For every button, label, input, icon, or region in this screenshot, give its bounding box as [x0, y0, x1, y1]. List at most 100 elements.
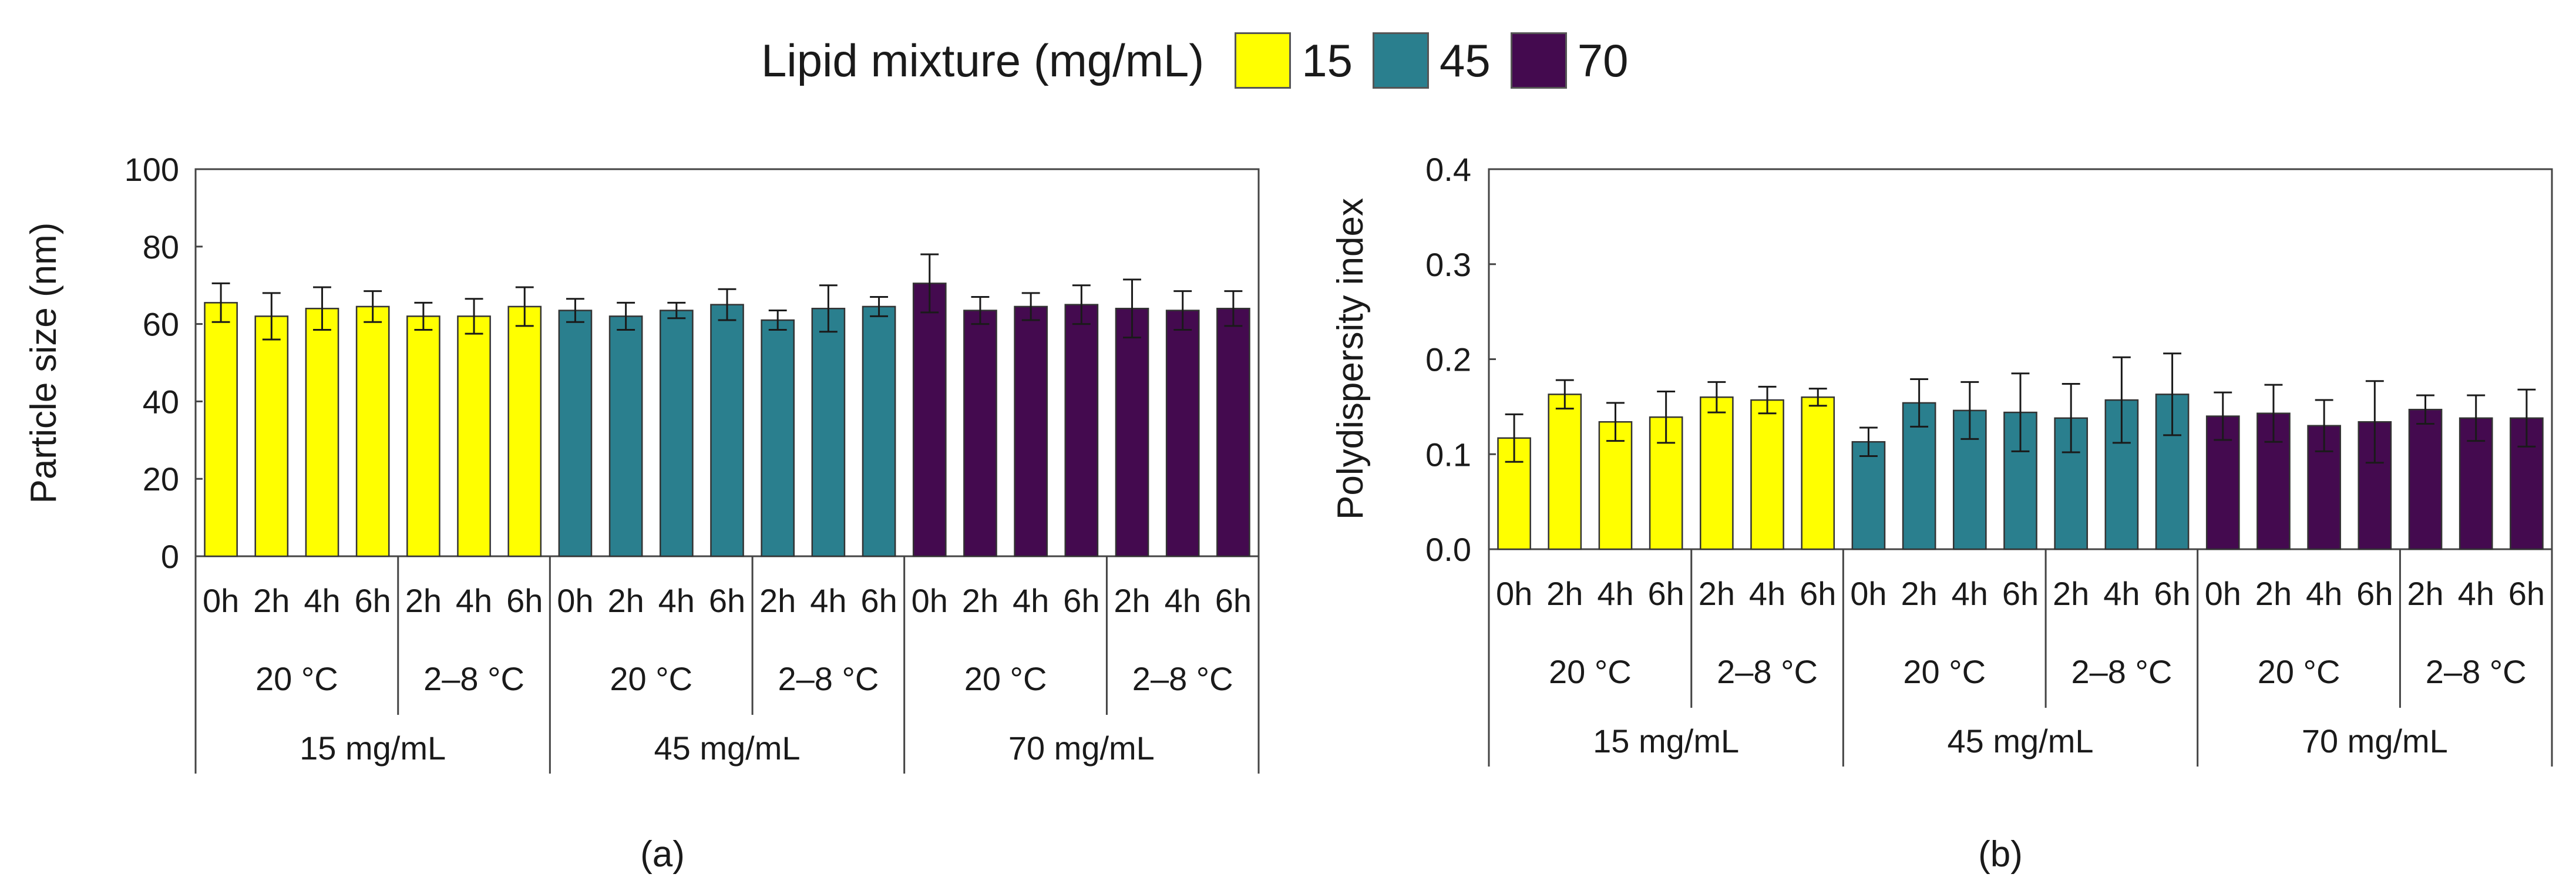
bar: [355, 305, 390, 557]
y-tick-label: 0.1: [1425, 436, 1471, 473]
panel-label: (a): [640, 834, 685, 875]
bar: [1851, 441, 1886, 550]
y-tick-label: 100: [125, 151, 179, 188]
x-tick-label: 2h: [1901, 575, 1937, 612]
bar: [1014, 305, 1048, 557]
bar: [204, 302, 238, 557]
bar: [710, 304, 744, 557]
x-tick-label: 4h: [456, 582, 492, 619]
y-tick-label: 80: [143, 228, 179, 265]
bar: [1064, 304, 1099, 557]
bar: [1216, 307, 1250, 557]
x-tick-label: 4h: [2103, 575, 2140, 612]
x-tick-label: 4h: [304, 582, 340, 619]
x-tick-label: 2h: [405, 582, 442, 619]
x-tick-label: 2h: [2407, 575, 2443, 612]
condition-label: 20 °C: [1549, 653, 1632, 690]
y-tick-label: 40: [143, 383, 179, 420]
x-tick-label: 0h: [1850, 575, 1886, 612]
x-tick-label: 2h: [759, 582, 796, 619]
x-tick-label: 4h: [2458, 575, 2494, 612]
group-label: 15 mg/mL: [1593, 722, 1739, 759]
legend-swatch-70: [1510, 32, 1567, 89]
x-tick-label: 4h: [1952, 575, 1988, 612]
legend: Lipid mixture (mg/mL) 15 45 70: [761, 28, 1648, 93]
x-tick-label: 6h: [1648, 575, 1684, 612]
panel-label: (b): [1978, 834, 2023, 875]
x-tick-label: 0h: [912, 582, 948, 619]
legend-swatch-45: [1372, 32, 1429, 89]
condition-label: 20 °C: [255, 660, 338, 697]
legend-label-45: 45: [1439, 34, 1491, 86]
x-tick-label: 6h: [1063, 582, 1099, 619]
bar: [406, 315, 440, 557]
condition-label: 2–8 °C: [2426, 653, 2527, 690]
x-tick-label: 0h: [203, 582, 239, 619]
x-tick-label: 2h: [2053, 575, 2089, 612]
bar: [761, 319, 795, 557]
x-tick-label: 6h: [355, 582, 391, 619]
bar: [862, 305, 896, 557]
x-tick-label: 6h: [2002, 575, 2039, 612]
bar: [305, 307, 339, 557]
condition-label: 2–8 °C: [1717, 653, 1818, 690]
legend-item-15: 15: [1235, 32, 1353, 89]
x-tick-label: 4h: [2306, 575, 2342, 612]
bar: [963, 310, 997, 557]
group-label: 15 mg/mL: [300, 730, 446, 767]
group-label: 45 mg/mL: [654, 730, 801, 767]
x-tick-label: 4h: [1013, 582, 1049, 619]
y-tick-label: 0: [161, 538, 179, 575]
bar: [1801, 396, 1835, 550]
chart-panel-a: 0 20 40 60 80 100 Particle size (nm) 0h 2h 4h 6h 2h…: [23, 151, 1260, 875]
condition-label: 2–8 °C: [423, 660, 524, 697]
condition-label: 2–8 °C: [778, 660, 879, 697]
x-tick-label: 4h: [658, 582, 695, 619]
group-label: 70 mg/mL: [1008, 730, 1155, 767]
x-tick-label: 4h: [810, 582, 846, 619]
y-tick-label: 60: [143, 306, 179, 343]
legend-label-15: 15: [1302, 34, 1353, 86]
y-tick-label: 0.2: [1425, 341, 1471, 378]
condition-label: 20 °C: [2258, 653, 2340, 690]
x-tick-label: 2h: [607, 582, 644, 619]
condition-label: 2–8 °C: [1132, 660, 1233, 697]
bar: [1165, 310, 1200, 557]
bar: [254, 315, 289, 557]
x-tick-label: 0h: [2205, 575, 2241, 612]
bar: [1115, 307, 1149, 557]
y-tick-label: 0.4: [1425, 151, 1471, 188]
x-tick-label: 4h: [1749, 575, 1785, 612]
bar: [1700, 396, 1734, 550]
group-label: 70 mg/mL: [2302, 722, 2448, 759]
bar: [1750, 399, 1784, 550]
x-tick-label: 6h: [1215, 582, 1252, 619]
bar: [507, 305, 542, 557]
x-tick-label: 6h: [506, 582, 543, 619]
bar: [1548, 394, 1582, 550]
y-axis-label: Particle size (nm): [23, 223, 64, 504]
legend-item-70: 70: [1510, 32, 1628, 89]
legend-swatch-15: [1235, 32, 1292, 89]
x-tick-label: 2h: [1114, 582, 1150, 619]
bar: [457, 315, 491, 557]
bar: [811, 307, 846, 557]
x-tick-label: 4h: [1165, 582, 1201, 619]
x-tick-label: 6h: [2508, 575, 2545, 612]
y-tick-label: 20: [143, 461, 179, 498]
bar: [558, 310, 593, 557]
legend-title: Lipid mixture (mg/mL): [761, 34, 1205, 86]
x-tick-label: 2h: [1699, 575, 1735, 612]
x-tick-label: 6h: [2356, 575, 2393, 612]
y-tick-label: 0.3: [1425, 246, 1471, 283]
condition-label: 2–8 °C: [2071, 653, 2172, 690]
chart-panel-b: 0.0 0.1 0.2 0.3 0.4 Polydispersity index 0h 2h 4…: [1330, 151, 2553, 875]
bar: [659, 310, 694, 557]
x-tick-label: 6h: [709, 582, 745, 619]
condition-label: 20 °C: [1903, 653, 1986, 690]
x-tick-label: 6h: [860, 582, 897, 619]
bar: [2408, 408, 2443, 550]
x-tick-label: 0h: [1496, 575, 1532, 612]
